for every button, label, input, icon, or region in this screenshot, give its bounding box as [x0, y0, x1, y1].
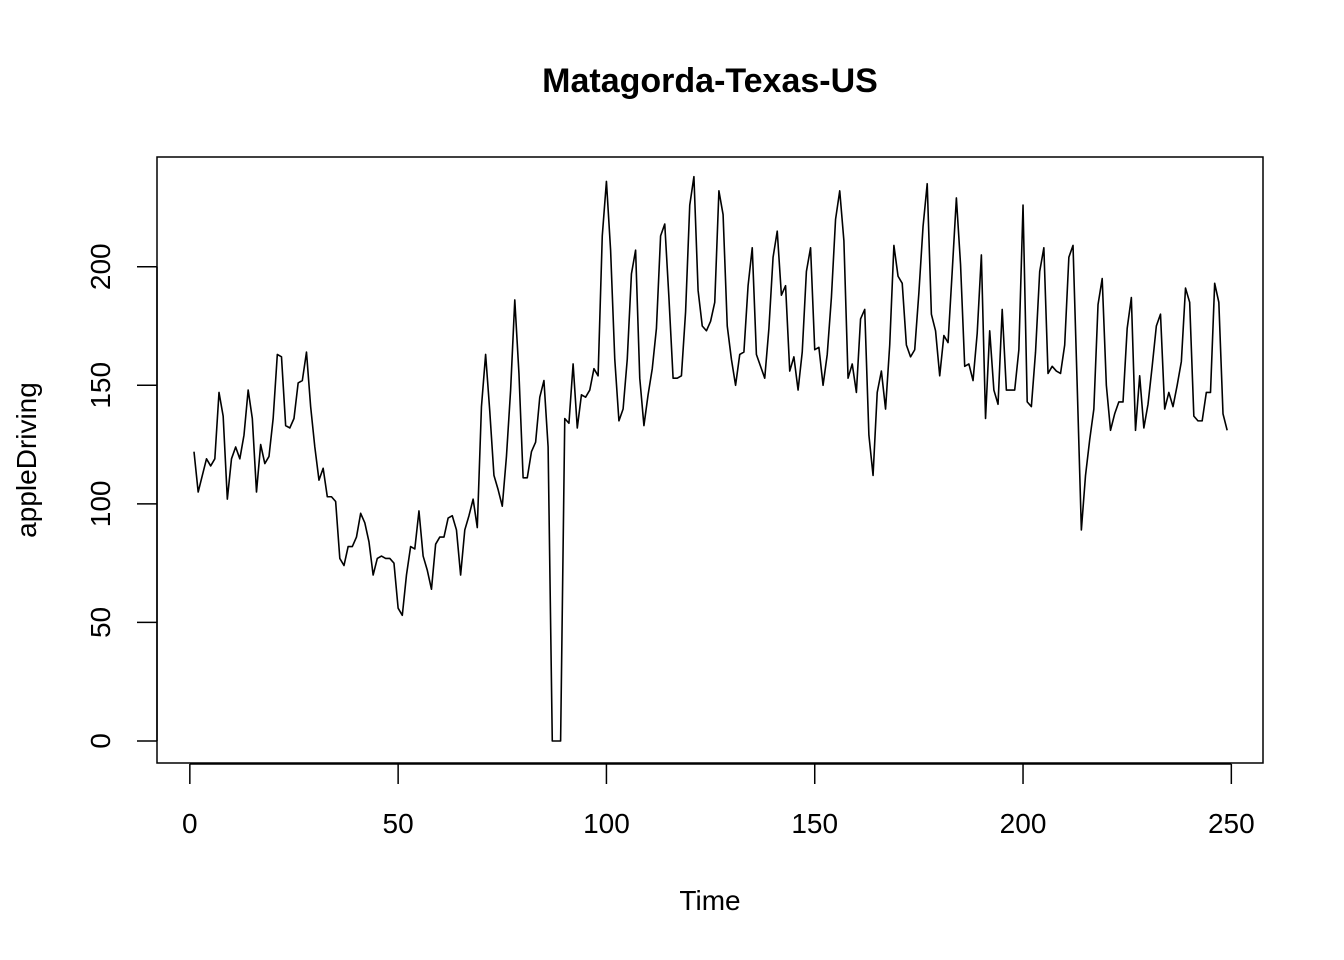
y-tick-label: 100	[85, 481, 116, 528]
x-tick-label: 0	[182, 808, 198, 839]
series-line	[193, 175, 1228, 742]
y-axis-label: appleDriving	[11, 382, 42, 538]
x-axis-label: Time	[679, 885, 740, 916]
x-axis: 0 50 100 150 200 250	[182, 763, 1255, 839]
x-tick-label: 150	[791, 808, 838, 839]
y-axis: 0 50 100 150 200	[85, 243, 158, 749]
x-tick-label: 200	[1000, 808, 1047, 839]
y-tick-label: 0	[85, 733, 116, 749]
x-tick-label: 250	[1208, 808, 1255, 839]
chart-title: Matagorda-Texas-US	[542, 62, 878, 100]
series-layer	[193, 175, 1228, 742]
y-tick-label: 50	[85, 607, 116, 638]
plot-frame	[156, 156, 1264, 764]
x-tick-label: 100	[583, 808, 630, 839]
y-tick-label: 200	[85, 243, 116, 290]
x-tick-label: 50	[383, 808, 414, 839]
y-tick-label: 150	[85, 362, 116, 409]
